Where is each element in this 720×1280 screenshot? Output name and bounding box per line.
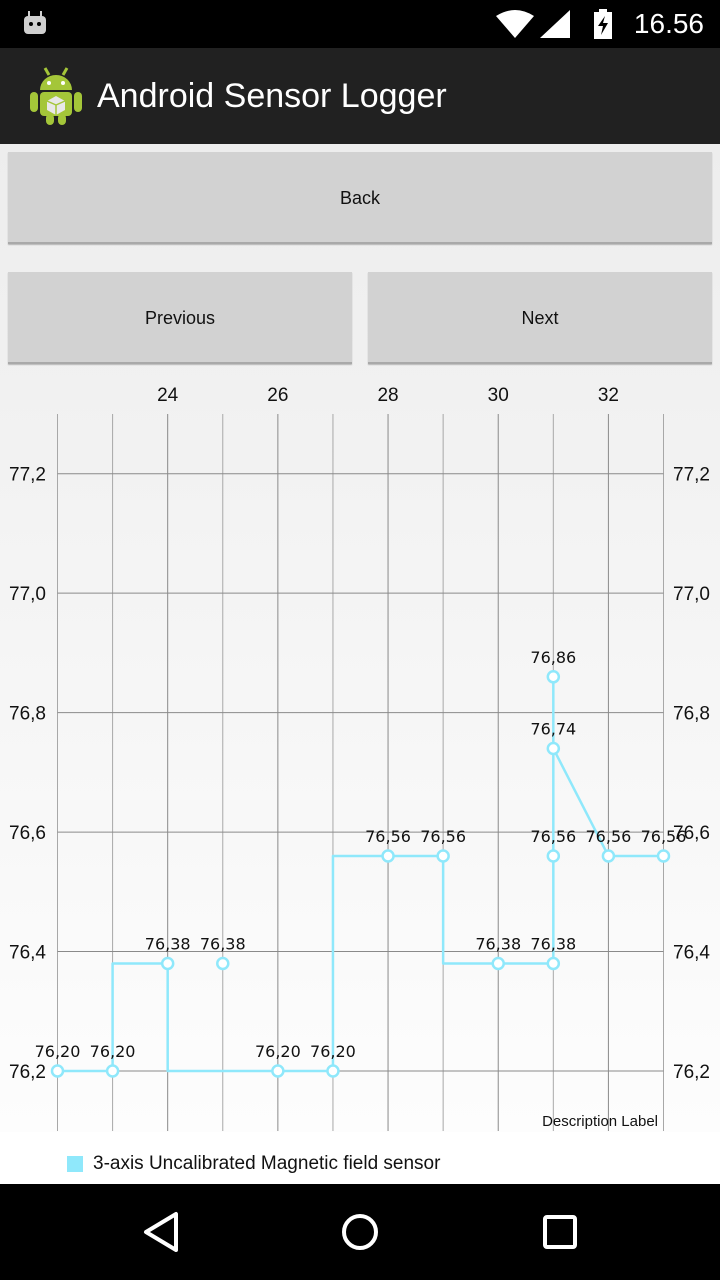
data-point-label: 76,20: [255, 1042, 301, 1061]
back-button[interactable]: Back: [8, 152, 712, 244]
data-point-label: 76,56: [641, 827, 687, 846]
data-point: [160, 956, 175, 971]
y-tick-label-left: 76,8: [9, 704, 46, 725]
y-tick-label-right: 76,4: [673, 943, 710, 964]
data-point: [656, 849, 671, 863]
status-bar: 16.56: [0, 0, 720, 48]
y-tick-label-right: 76,8: [673, 704, 710, 725]
main-content: Back Previous Next: [0, 144, 720, 1132]
x-tick-label: 24: [157, 385, 179, 406]
android-notification-icon: [24, 11, 46, 34]
y-tick-label-right: 76,6: [673, 823, 710, 844]
chart-legend: 3-axis Uncalibrated Magnetic field senso…: [0, 1132, 720, 1184]
data-point: [546, 956, 561, 971]
y-tick-label-left: 76,6: [9, 823, 46, 844]
chart-description-label: Description Label: [542, 1113, 658, 1130]
y-tick-label-right: 76,2: [673, 1062, 710, 1083]
data-point: [546, 849, 561, 863]
data-point-label: 76,38: [530, 934, 576, 953]
recents-square-icon[interactable]: [540, 1208, 580, 1256]
data-point-label: 76,56: [530, 827, 576, 846]
data-point: [326, 1064, 340, 1078]
data-point-label: 76,20: [35, 1042, 81, 1061]
y-tick-label-left: 76,4: [9, 943, 46, 964]
previous-button[interactable]: Previous: [8, 272, 352, 364]
x-tick-label: 28: [377, 385, 398, 406]
data-point: [436, 849, 450, 863]
y-tick-label-right: 77,2: [673, 465, 710, 486]
android-robot-icon: [30, 67, 82, 125]
data-point-label: 76,56: [420, 827, 466, 846]
data-point-label: 76,38: [145, 934, 191, 953]
status-time: 16.56: [633, 8, 704, 39]
navigation-bar: [0, 1184, 720, 1280]
data-point: [271, 1064, 285, 1078]
x-tick-label: 32: [598, 385, 619, 406]
y-tick-label-right: 77,0: [673, 584, 710, 605]
home-circle-icon[interactable]: [338, 1208, 382, 1256]
x-tick-label: 30: [488, 385, 509, 406]
data-point-label: 76,56: [586, 827, 632, 846]
data-point-label: 76,20: [90, 1042, 136, 1061]
data-point-label: 76,74: [530, 719, 576, 738]
data-point: [546, 670, 561, 684]
data-point: [601, 849, 616, 863]
app-title: Android Sensor Logger: [97, 77, 447, 115]
data-point-label: 76,86: [530, 648, 576, 667]
legend-swatch: [67, 1156, 83, 1172]
data-point-label: 76,56: [365, 827, 411, 846]
back-triangle-icon[interactable]: [142, 1208, 182, 1256]
data-point: [105, 1064, 120, 1078]
data-point-label: 76,38: [200, 934, 246, 953]
y-tick-label-left: 77,2: [9, 465, 46, 486]
data-point: [50, 1064, 65, 1078]
action-bar: Android Sensor Logger: [0, 48, 720, 144]
data-point: [381, 849, 395, 863]
cell-signal-icon: [540, 10, 570, 38]
y-tick-label-left: 76,2: [9, 1062, 46, 1083]
data-point: [216, 956, 230, 971]
battery-charging-icon: [594, 9, 612, 39]
data-point-label: 76,20: [310, 1042, 356, 1061]
next-button[interactable]: Next: [368, 272, 712, 364]
legend-label: 3-axis Uncalibrated Magnetic field senso…: [93, 1153, 441, 1174]
data-point-label: 76,38: [475, 934, 521, 953]
data-point: [546, 741, 561, 756]
data-point: [491, 956, 505, 971]
y-tick-label-left: 77,0: [9, 584, 46, 605]
wifi-icon: [496, 10, 534, 38]
x-tick-label: 26: [267, 385, 288, 406]
